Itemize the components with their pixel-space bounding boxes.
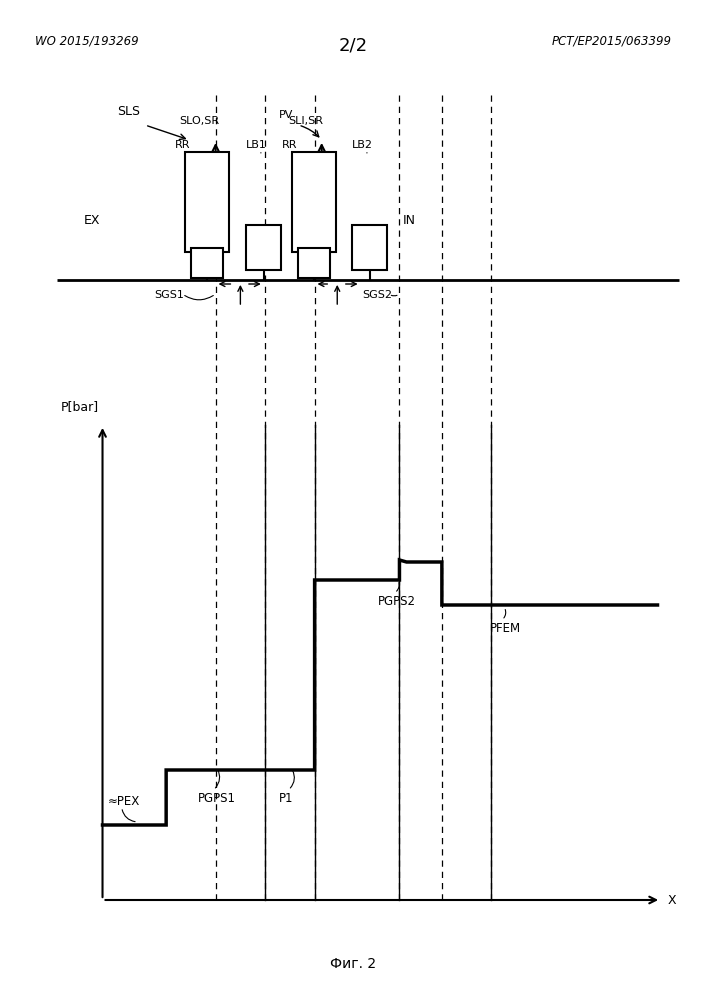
Bar [298, 248, 330, 278]
Text: LB2: LB2 [352, 140, 373, 150]
Text: SGS2: SGS2 [362, 290, 392, 300]
Text: SLO,SR: SLO,SR [179, 116, 219, 126]
Bar [292, 152, 336, 252]
Text: PFEM: PFEM [490, 622, 521, 635]
Text: Фиг. 2: Фиг. 2 [330, 957, 377, 971]
Text: X: X [668, 894, 677, 906]
Text: 2/2: 2/2 [339, 37, 368, 55]
Text: SLI,SR: SLI,SR [288, 116, 324, 126]
Text: ≈PEX: ≈PEX [108, 795, 141, 808]
Text: RR: RR [175, 140, 190, 150]
Text: WO 2015/193269: WO 2015/193269 [35, 35, 139, 48]
Text: SGS1: SGS1 [154, 290, 184, 300]
Text: PGPS2: PGPS2 [378, 595, 416, 608]
Text: P1: P1 [279, 792, 294, 805]
Text: PV: PV [279, 110, 293, 120]
Text: PCT/EP2015/063399: PCT/EP2015/063399 [551, 35, 672, 48]
Text: LB1: LB1 [246, 140, 267, 150]
Text: P[bar]: P[bar] [61, 400, 99, 413]
Bar [185, 152, 229, 252]
Text: IN: IN [403, 214, 416, 227]
Bar [191, 248, 223, 278]
Text: RR: RR [281, 140, 297, 150]
Text: PGPS1: PGPS1 [198, 792, 236, 805]
Bar [246, 225, 281, 270]
Text: EX: EX [83, 214, 100, 227]
Bar [352, 225, 387, 270]
Text: SLS: SLS [117, 105, 140, 118]
